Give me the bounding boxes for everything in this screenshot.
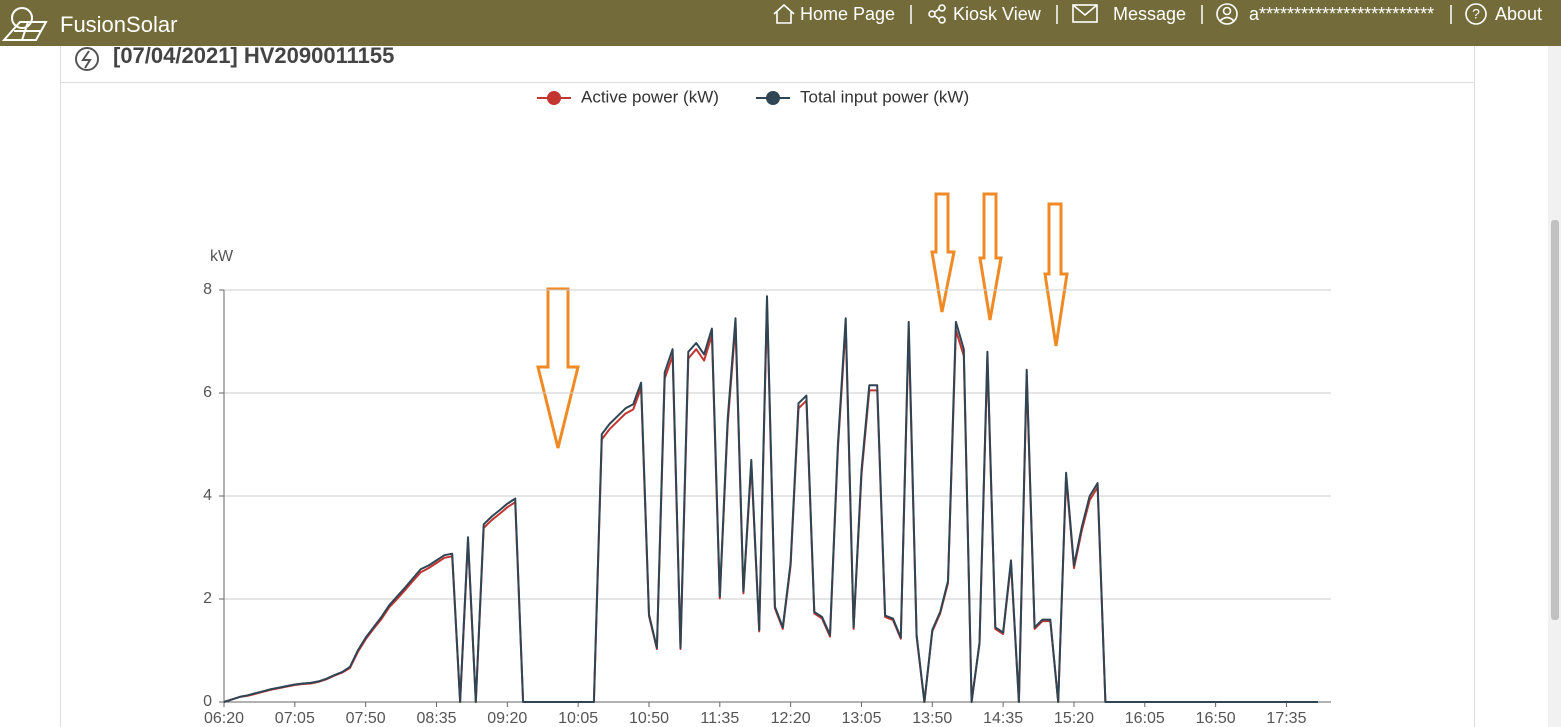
nav-icons <box>773 3 1487 25</box>
y-axis-label: kW <box>210 248 234 265</box>
nav-separators <box>910 5 1452 24</box>
title-icon <box>75 47 99 71</box>
x-tick-label: 10:05 <box>558 710 598 727</box>
x-tick-label: 16:50 <box>1196 710 1236 727</box>
nav-kiosk[interactable]: Kiosk View <box>953 4 1042 24</box>
y-tick-label: 2 <box>203 590 212 607</box>
legend-label: Active power (kW) <box>581 87 719 106</box>
series-line <box>223 301 1318 703</box>
x-tick-label: 13:50 <box>912 710 952 727</box>
x-tick-label: 14:35 <box>983 710 1023 727</box>
x-tick-label: 12:20 <box>771 710 811 727</box>
x-tick-label: 08:35 <box>416 710 456 727</box>
nav-about[interactable]: About <box>1495 4 1542 24</box>
legend-marker <box>547 91 561 105</box>
y-tick-label: 8 <box>203 281 212 298</box>
x-tick-label: 07:50 <box>346 710 386 727</box>
panel-border <box>60 46 1475 727</box>
annotation-arrow <box>536 287 580 449</box>
y-tick-label: 0 <box>203 693 212 710</box>
legend-marker <box>766 91 780 105</box>
scrollbar-thumb[interactable] <box>1551 220 1559 620</box>
brand[interactable]: FusionSolar <box>60 12 177 37</box>
annotation-arrow <box>978 192 1003 321</box>
annotation-arrow <box>930 192 956 313</box>
legend-label: Total input power (kW) <box>800 87 969 106</box>
x-tick-label: 17:35 <box>1266 710 1306 727</box>
annotation-arrow <box>1043 202 1069 347</box>
x-tick-label: 09:20 <box>487 710 527 727</box>
x-tick-label: 07:05 <box>275 710 315 727</box>
logo <box>1 7 48 41</box>
x-tick-label: 13:05 <box>841 710 881 727</box>
nav-user[interactable]: a************************* <box>1249 4 1434 24</box>
y-tick-label: 6 <box>203 384 212 401</box>
nav-home[interactable]: Home Page <box>800 4 895 24</box>
x-tick-label: 15:20 <box>1054 710 1094 727</box>
y-tick-label: 4 <box>203 487 212 504</box>
x-tick-label: 11:35 <box>700 710 739 727</box>
x-tick-label: 10:50 <box>629 710 669 727</box>
x-tick-label: 06:20 <box>204 710 244 727</box>
x-tick-label: 16:05 <box>1125 710 1165 727</box>
chart-title: [07/04/2021] HV2090011155 <box>113 43 394 68</box>
about-icon: ? <box>1472 6 1480 22</box>
series-line <box>223 295 1318 703</box>
nav-message[interactable]: Message <box>1113 4 1186 24</box>
chart: 0 2 4 6 8 06:20 07:05 07:50 08:35 09:20 10:05 10:50… <box>203 87 1331 727</box>
